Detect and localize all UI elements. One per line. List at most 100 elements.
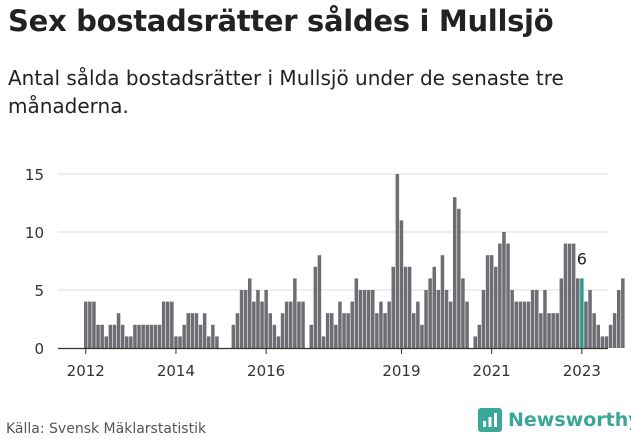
brand-logo: Newsworthy	[478, 408, 631, 432]
bar	[112, 324, 117, 348]
x-tick-label: 2016	[247, 362, 285, 380]
bar	[592, 313, 596, 348]
brand-name: Newsworthy	[508, 409, 631, 431]
bar	[120, 324, 125, 348]
bar	[243, 290, 248, 348]
bar	[424, 290, 428, 348]
bar	[457, 208, 461, 348]
bar	[420, 324, 424, 348]
bar	[506, 243, 510, 348]
bar	[313, 266, 318, 348]
bar	[346, 313, 350, 348]
bar-chart: 0 5 10 15 2012 2014 2016 2019 2021 2023 6	[25, 166, 625, 380]
bar	[596, 324, 600, 348]
bar	[416, 301, 420, 348]
highlight-bar	[580, 278, 584, 348]
bar	[617, 290, 621, 348]
bar	[407, 266, 412, 348]
bar	[543, 290, 547, 348]
bar	[125, 336, 129, 348]
bar	[555, 313, 559, 348]
bar	[489, 255, 494, 348]
bar	[293, 278, 297, 348]
bar	[444, 290, 449, 348]
bar	[358, 290, 363, 348]
y-tick-label: 0	[34, 340, 44, 358]
y-tick-label: 15	[25, 166, 44, 184]
y-tick-label: 10	[25, 224, 44, 242]
bar	[182, 324, 186, 348]
bar	[567, 243, 572, 348]
bar	[535, 290, 539, 348]
bar	[436, 290, 441, 348]
bar	[510, 290, 514, 348]
bar	[149, 324, 154, 348]
bar	[485, 255, 490, 348]
bar	[604, 336, 609, 348]
bar	[502, 232, 506, 348]
bar	[465, 301, 469, 348]
bar	[412, 313, 416, 348]
bar	[514, 301, 518, 348]
bar	[301, 301, 305, 348]
bar	[100, 324, 104, 348]
x-tick-label: 2012	[67, 362, 105, 380]
bar	[272, 324, 277, 348]
bar	[137, 324, 141, 348]
newsworthy-logo-icon	[478, 408, 502, 432]
bar	[317, 255, 322, 348]
bar	[362, 290, 367, 348]
bar	[207, 336, 211, 348]
bar	[522, 301, 527, 348]
bar	[108, 324, 113, 348]
bar	[498, 243, 502, 348]
bar	[190, 313, 195, 348]
bar	[428, 278, 432, 348]
bar	[84, 301, 88, 348]
bar	[432, 266, 436, 348]
bar	[289, 301, 293, 348]
bar	[170, 301, 174, 348]
bar	[473, 336, 477, 348]
bar	[268, 313, 272, 348]
bar	[116, 313, 121, 348]
bar	[366, 290, 371, 348]
chart-subtitle: Antal sålda bostadsrätter i Mullsjö unde…	[8, 66, 564, 118]
bar	[248, 278, 252, 348]
bar	[588, 290, 592, 348]
bar	[334, 324, 338, 348]
bar	[309, 324, 313, 348]
bar	[481, 290, 486, 348]
bar	[395, 174, 400, 348]
bar	[539, 313, 543, 348]
bar	[178, 336, 182, 348]
bar	[297, 301, 301, 348]
bar	[403, 266, 408, 348]
bar	[145, 324, 149, 348]
bar	[284, 301, 289, 348]
bar	[239, 290, 244, 348]
bar	[186, 313, 190, 348]
bar	[260, 301, 264, 348]
bar	[174, 336, 178, 348]
bar	[563, 243, 568, 348]
highlight-value-label: 6	[577, 249, 587, 268]
bar	[576, 278, 580, 348]
x-tick-label: 2014	[157, 362, 195, 380]
bar	[571, 243, 576, 348]
bar	[440, 255, 445, 348]
bar	[551, 313, 555, 348]
x-tick-label: 2021	[473, 362, 511, 380]
bar	[387, 301, 391, 348]
bar	[88, 301, 92, 348]
bar	[453, 197, 457, 348]
source-note: Källa: Svensk Mäklarstatistik	[6, 421, 207, 437]
bar	[559, 278, 564, 348]
bar	[375, 313, 379, 348]
bar	[371, 290, 375, 348]
bar	[379, 301, 383, 348]
bar	[608, 324, 613, 348]
x-tick-label: 2023	[563, 362, 601, 380]
bar	[161, 301, 166, 348]
bar	[96, 324, 100, 348]
